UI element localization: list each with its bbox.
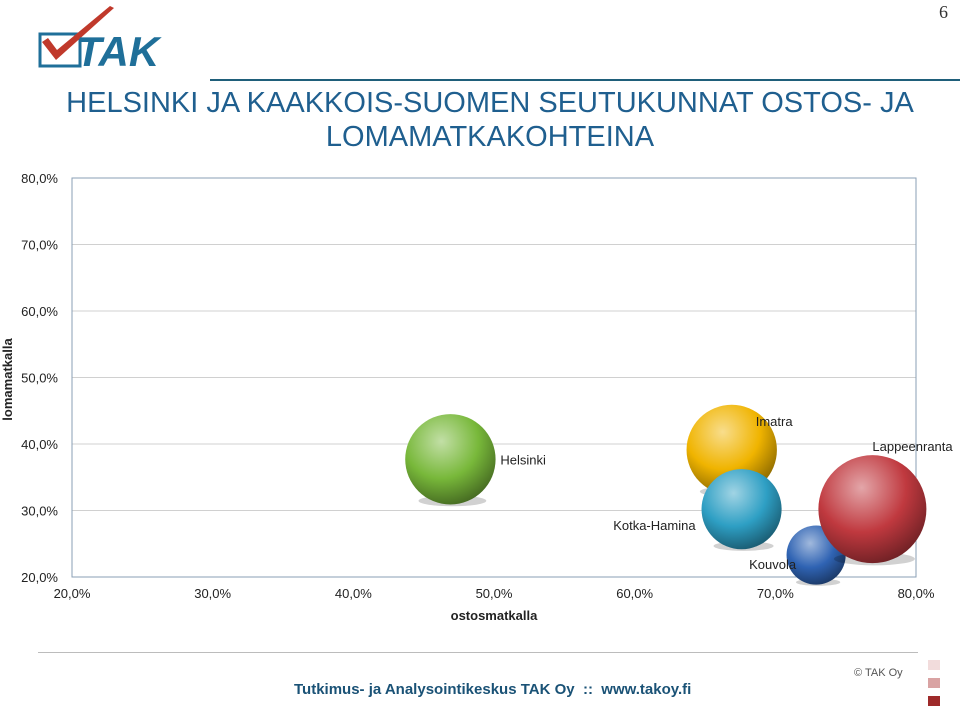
y-tick-label: 50,0% — [21, 371, 58, 386]
y-axis-label: lomamatkalla — [0, 338, 15, 421]
logo-text: TAK — [76, 28, 162, 72]
bubble-lappeenranta — [818, 455, 927, 564]
bubble-helsinki — [405, 414, 496, 505]
footer-rule — [38, 652, 918, 653]
check-mark-icon — [42, 6, 114, 60]
logo-box — [38, 32, 82, 68]
plot-frame — [71, 177, 917, 578]
data-label: Kouvola — [749, 557, 797, 572]
data-label: Kotka-Hamina — [613, 518, 696, 533]
x-tick-label: 60,0% — [616, 586, 653, 601]
y-tick-label: 30,0% — [21, 504, 58, 519]
copyright-text: © TAK Oy — [854, 667, 903, 679]
grid-layer — [72, 177, 916, 511]
title-line-2: LOMAMATKAKOHTEINA — [325, 121, 655, 153]
footer-square-mid — [928, 678, 940, 688]
footer-square-dark — [928, 696, 940, 706]
y-tick-label: 80,0% — [21, 171, 58, 186]
x-tick-label: 20,0% — [54, 586, 91, 601]
x-tick-label: 80,0% — [898, 586, 935, 601]
x-axis-label: ostosmatkalla — [451, 608, 538, 623]
label-layer: Helsinki Imatra Kotka-Hamina Kouvola Lappeen… — [500, 414, 953, 572]
tak-logo: TAK — [38, 6, 162, 72]
x-tick-label: 70,0% — [757, 586, 794, 601]
header-rule — [210, 79, 960, 81]
page-number: 6 — [939, 2, 948, 22]
x-tick-label: 30,0% — [194, 586, 231, 601]
x-tick-label: 50,0% — [476, 586, 513, 601]
x-tick-label: 40,0% — [335, 586, 372, 601]
footer-square-light — [928, 660, 940, 670]
bubble-kotka-hamina — [701, 469, 782, 550]
y-tick-label: 70,0% — [21, 238, 58, 253]
y-tick-label: 40,0% — [21, 437, 58, 452]
y-tick-label: 60,0% — [21, 304, 58, 319]
bubble-chart: 20,0% 30,0% 40,0% 50,0% 60,0% 70,0% 80,0% 20,0%… — [0, 171, 953, 623]
data-label: Lappeenranta — [872, 439, 953, 454]
chart-title: HELSINKI JA KAAKKOIS-SUOMEN SEUTUKUNNAT … — [40, 86, 940, 154]
footer-text: Tutkimus- ja Analysointikeskus TAK Oy ::… — [294, 681, 692, 698]
title-line-1: HELSINKI JA KAAKKOIS-SUOMEN SEUTUKUNNAT … — [66, 87, 914, 119]
data-label: Imatra — [756, 414, 794, 429]
y-tick-label: 20,0% — [21, 570, 58, 585]
axis-layer: 20,0% 30,0% 40,0% 50,0% 60,0% 70,0% 80,0% 20,0%… — [0, 171, 935, 623]
data-label: Helsinki — [500, 452, 546, 467]
bubble-layer — [405, 404, 927, 586]
